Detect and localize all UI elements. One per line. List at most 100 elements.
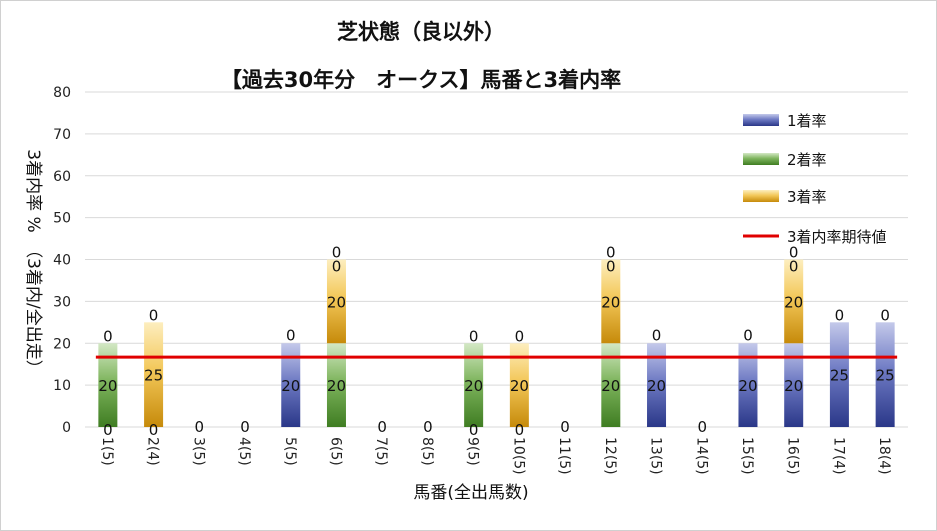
- data-label-s3-6: 20: [327, 293, 346, 311]
- x-tick-12: 12(5): [602, 437, 618, 475]
- y-tick-labels: 0 10 20 30 40 50 60 70 80: [53, 85, 71, 436]
- y-tick-80: 80: [53, 85, 71, 101]
- data-label-top-14: 0: [697, 418, 707, 436]
- data-label-top-6: 0: [332, 244, 342, 262]
- legend: 1着率 2着率 3着率 3着内率期待値: [743, 112, 887, 246]
- data-label-top-2: 0: [149, 306, 159, 324]
- bar-s2-1: [98, 343, 118, 427]
- y-tick-60: 60: [53, 169, 71, 185]
- x-tick-labels: 1(5) 2(4) 3(5) 4(5) 5(5) 6(5) 7(5) 8(5) 9(5) 10(5…: [99, 437, 892, 475]
- grid-lines: [85, 91, 908, 428]
- data-label-extra-16: 0: [789, 258, 799, 276]
- data-label-top-9: 0: [469, 327, 479, 345]
- data-label-s3-15: 0: [743, 326, 753, 344]
- x-tick-18: 18(4): [876, 437, 892, 475]
- x-tick-15: 15(5): [739, 437, 755, 475]
- data-label-s2-12: 20: [601, 377, 620, 395]
- y-tick-0: 0: [62, 420, 71, 436]
- bar-s2-9: [464, 343, 484, 427]
- chart-title-line2: 【過去30年分 オークス】馬番と3着内率: [221, 68, 621, 92]
- y-tick-70: 70: [53, 127, 71, 143]
- data-label-s1-5: 20: [281, 377, 300, 395]
- x-tick-8: 8(5): [419, 437, 435, 466]
- bar-s3-12: [601, 259, 621, 344]
- x-tick-11: 11(5): [556, 437, 572, 475]
- bar-s1-13: [647, 343, 667, 427]
- bar-s1-15: [738, 343, 758, 427]
- data-label-top-18: 0: [880, 306, 890, 324]
- chart-title-line1: 芝状態（良以外）: [337, 20, 505, 44]
- data-label-s1-16: 20: [784, 377, 803, 395]
- bar-s3-10: [509, 343, 529, 427]
- data-label-s3-16: 20: [784, 293, 803, 311]
- legend-label-3: 3着率: [787, 188, 827, 206]
- data-label-top-1: 0: [103, 327, 113, 345]
- x-tick-16: 16(5): [785, 437, 801, 475]
- bar-s1-17: [829, 322, 849, 427]
- legend-label-1: 1着率: [787, 112, 827, 130]
- data-label-top-4: 0: [240, 418, 250, 436]
- data-label-s1-18: 25: [876, 367, 895, 385]
- x-tick-2: 2(4): [145, 437, 161, 466]
- bars: [98, 259, 895, 427]
- x-tick-5: 5(5): [282, 437, 298, 466]
- data-label-s3-10: 20: [510, 377, 529, 395]
- data-label-s2-6: 20: [327, 377, 346, 395]
- x-tick-14: 14(5): [693, 437, 709, 475]
- x-tick-3: 3(5): [190, 437, 206, 466]
- data-label-top-16: 0: [789, 244, 799, 262]
- data-label-top-12: 0: [606, 244, 616, 262]
- data-label-top-17: 0: [835, 306, 845, 324]
- legend-swatch-2: [743, 153, 779, 165]
- x-tick-7: 7(5): [373, 437, 389, 466]
- data-label-extra-12: 0: [606, 258, 616, 276]
- data-label-s3-2: 25: [144, 367, 163, 385]
- data-label-s1-9: 0: [469, 421, 479, 439]
- legend-swatch-3: [743, 190, 779, 202]
- x-tick-9: 9(5): [465, 437, 481, 466]
- legend-label-4: 3着内率期待値: [787, 228, 887, 246]
- data-label-s1-1: 0: [103, 421, 113, 439]
- bar-s1-5: [281, 343, 301, 427]
- data-label-s1-17: 25: [830, 367, 849, 385]
- y-axis-label: 3着内率 % （3着内/全出走）: [23, 149, 43, 376]
- data-label-top-8: 0: [423, 418, 433, 436]
- bar-s3-16: [784, 259, 804, 344]
- data-label-s1-10: 0: [515, 421, 525, 439]
- data-label-s1-2: 0: [149, 421, 159, 439]
- x-tick-10: 10(5): [510, 437, 526, 475]
- x-tick-1: 1(5): [99, 437, 115, 466]
- bar-s3-2: [144, 322, 164, 427]
- data-label-s2-1: 20: [98, 377, 117, 395]
- y-tick-30: 30: [53, 294, 71, 310]
- data-label-extra-6: 0: [332, 258, 342, 276]
- x-tick-13: 13(5): [648, 437, 664, 475]
- data-label-top-10: 0: [515, 327, 525, 345]
- data-label-s3-5: 0: [286, 326, 296, 344]
- data-label-s2-9: 20: [464, 377, 483, 395]
- y-tick-50: 50: [53, 211, 71, 227]
- data-label-s3-12: 20: [601, 293, 620, 311]
- bar-s2-12: [601, 343, 621, 427]
- y-tick-10: 10: [53, 378, 71, 394]
- bar-s1-16: [784, 343, 804, 427]
- data-label-top-3: 0: [195, 418, 205, 436]
- x-axis-label: 馬番(全出馬数): [413, 483, 528, 503]
- data-label-top-11: 0: [560, 418, 570, 436]
- legend-label-2: 2着率: [787, 151, 827, 169]
- bar-s1-18: [875, 322, 895, 427]
- data-label-top-7: 0: [377, 418, 387, 436]
- x-tick-4: 4(5): [236, 437, 252, 466]
- x-tick-17: 17(4): [830, 437, 846, 475]
- bar-s2-6: [326, 343, 346, 427]
- bar-s3-6: [326, 259, 346, 344]
- data-label-s1-15: 20: [738, 377, 757, 395]
- data-label-s3-13: 0: [652, 326, 662, 344]
- legend-swatch-1: [743, 114, 779, 126]
- data-label-s1-13: 20: [647, 377, 666, 395]
- x-tick-6: 6(5): [327, 437, 343, 466]
- y-tick-20: 20: [53, 336, 71, 352]
